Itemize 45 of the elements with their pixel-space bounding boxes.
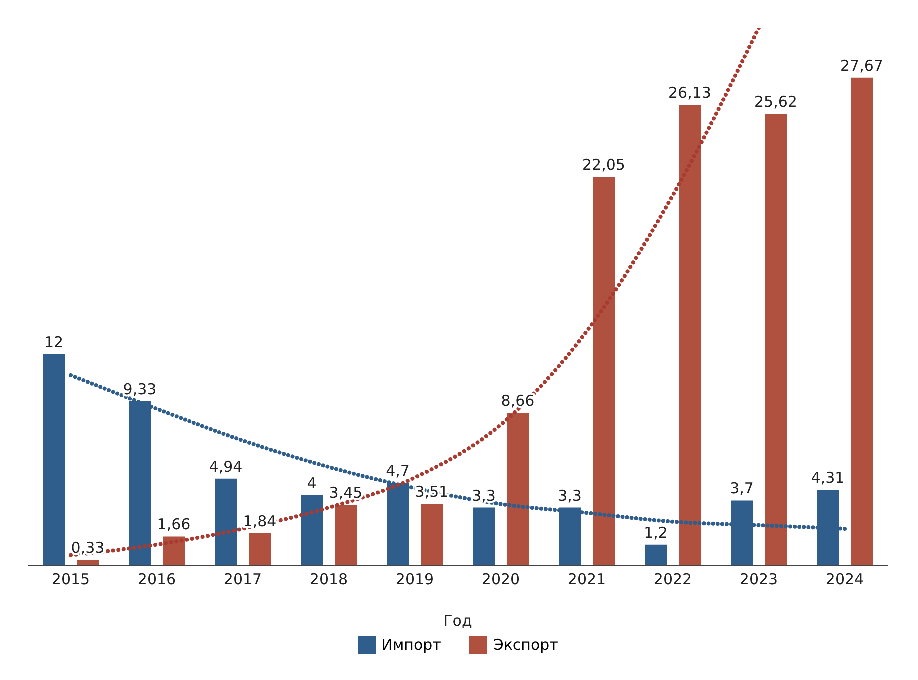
bar [77,560,99,566]
data-label: 1,2 [644,524,668,542]
bar [851,78,873,566]
data-label: 3,7 [730,480,754,498]
data-label: 4,31 [811,468,845,487]
data-label: 26,13 [668,84,712,102]
bar [163,536,185,566]
data-label: 9,33 [123,380,157,398]
bar [43,354,65,566]
data-label: 0,33 [71,539,105,558]
bar [473,508,495,566]
bar [679,105,701,566]
x-tick-label: 2019 [396,570,434,589]
data-label: 25,62 [754,93,798,112]
x-tick-label: 2022 [654,570,692,589]
x-tick-label: 2018 [310,570,348,589]
data-label: 4 [307,474,317,492]
data-label: 3,3 [558,486,582,505]
data-label: 1,66 [157,516,191,534]
x-tick-label: 2015 [52,570,90,589]
bar [335,505,357,566]
x-tick-label: 2016 [138,570,176,589]
bar [215,478,237,566]
bar [421,504,443,566]
x-tick-label: 2017 [224,570,262,589]
data-label: 12 [44,333,64,352]
data-label: 4,94 [209,458,243,476]
x-tick-label: 2021 [568,570,606,589]
data-label: 3,3 [472,486,496,505]
data-label: 3,45 [329,484,363,502]
bar [507,413,529,566]
x-tick-label: 2023 [740,570,778,589]
legend-label: Импорт [382,636,442,654]
bar [249,534,271,566]
bar [593,177,615,566]
bar [301,495,323,566]
data-label: 27,67 [840,56,884,75]
bar [765,114,787,566]
legend-label: Экспорт [493,636,558,654]
data-label: 22,05 [582,156,626,174]
x-axis-title: Год [444,612,472,630]
x-tick-label: 2024 [826,570,864,589]
bar [645,544,667,566]
data-label: 4,7 [386,462,410,480]
x-tick-label: 2020 [482,570,520,589]
